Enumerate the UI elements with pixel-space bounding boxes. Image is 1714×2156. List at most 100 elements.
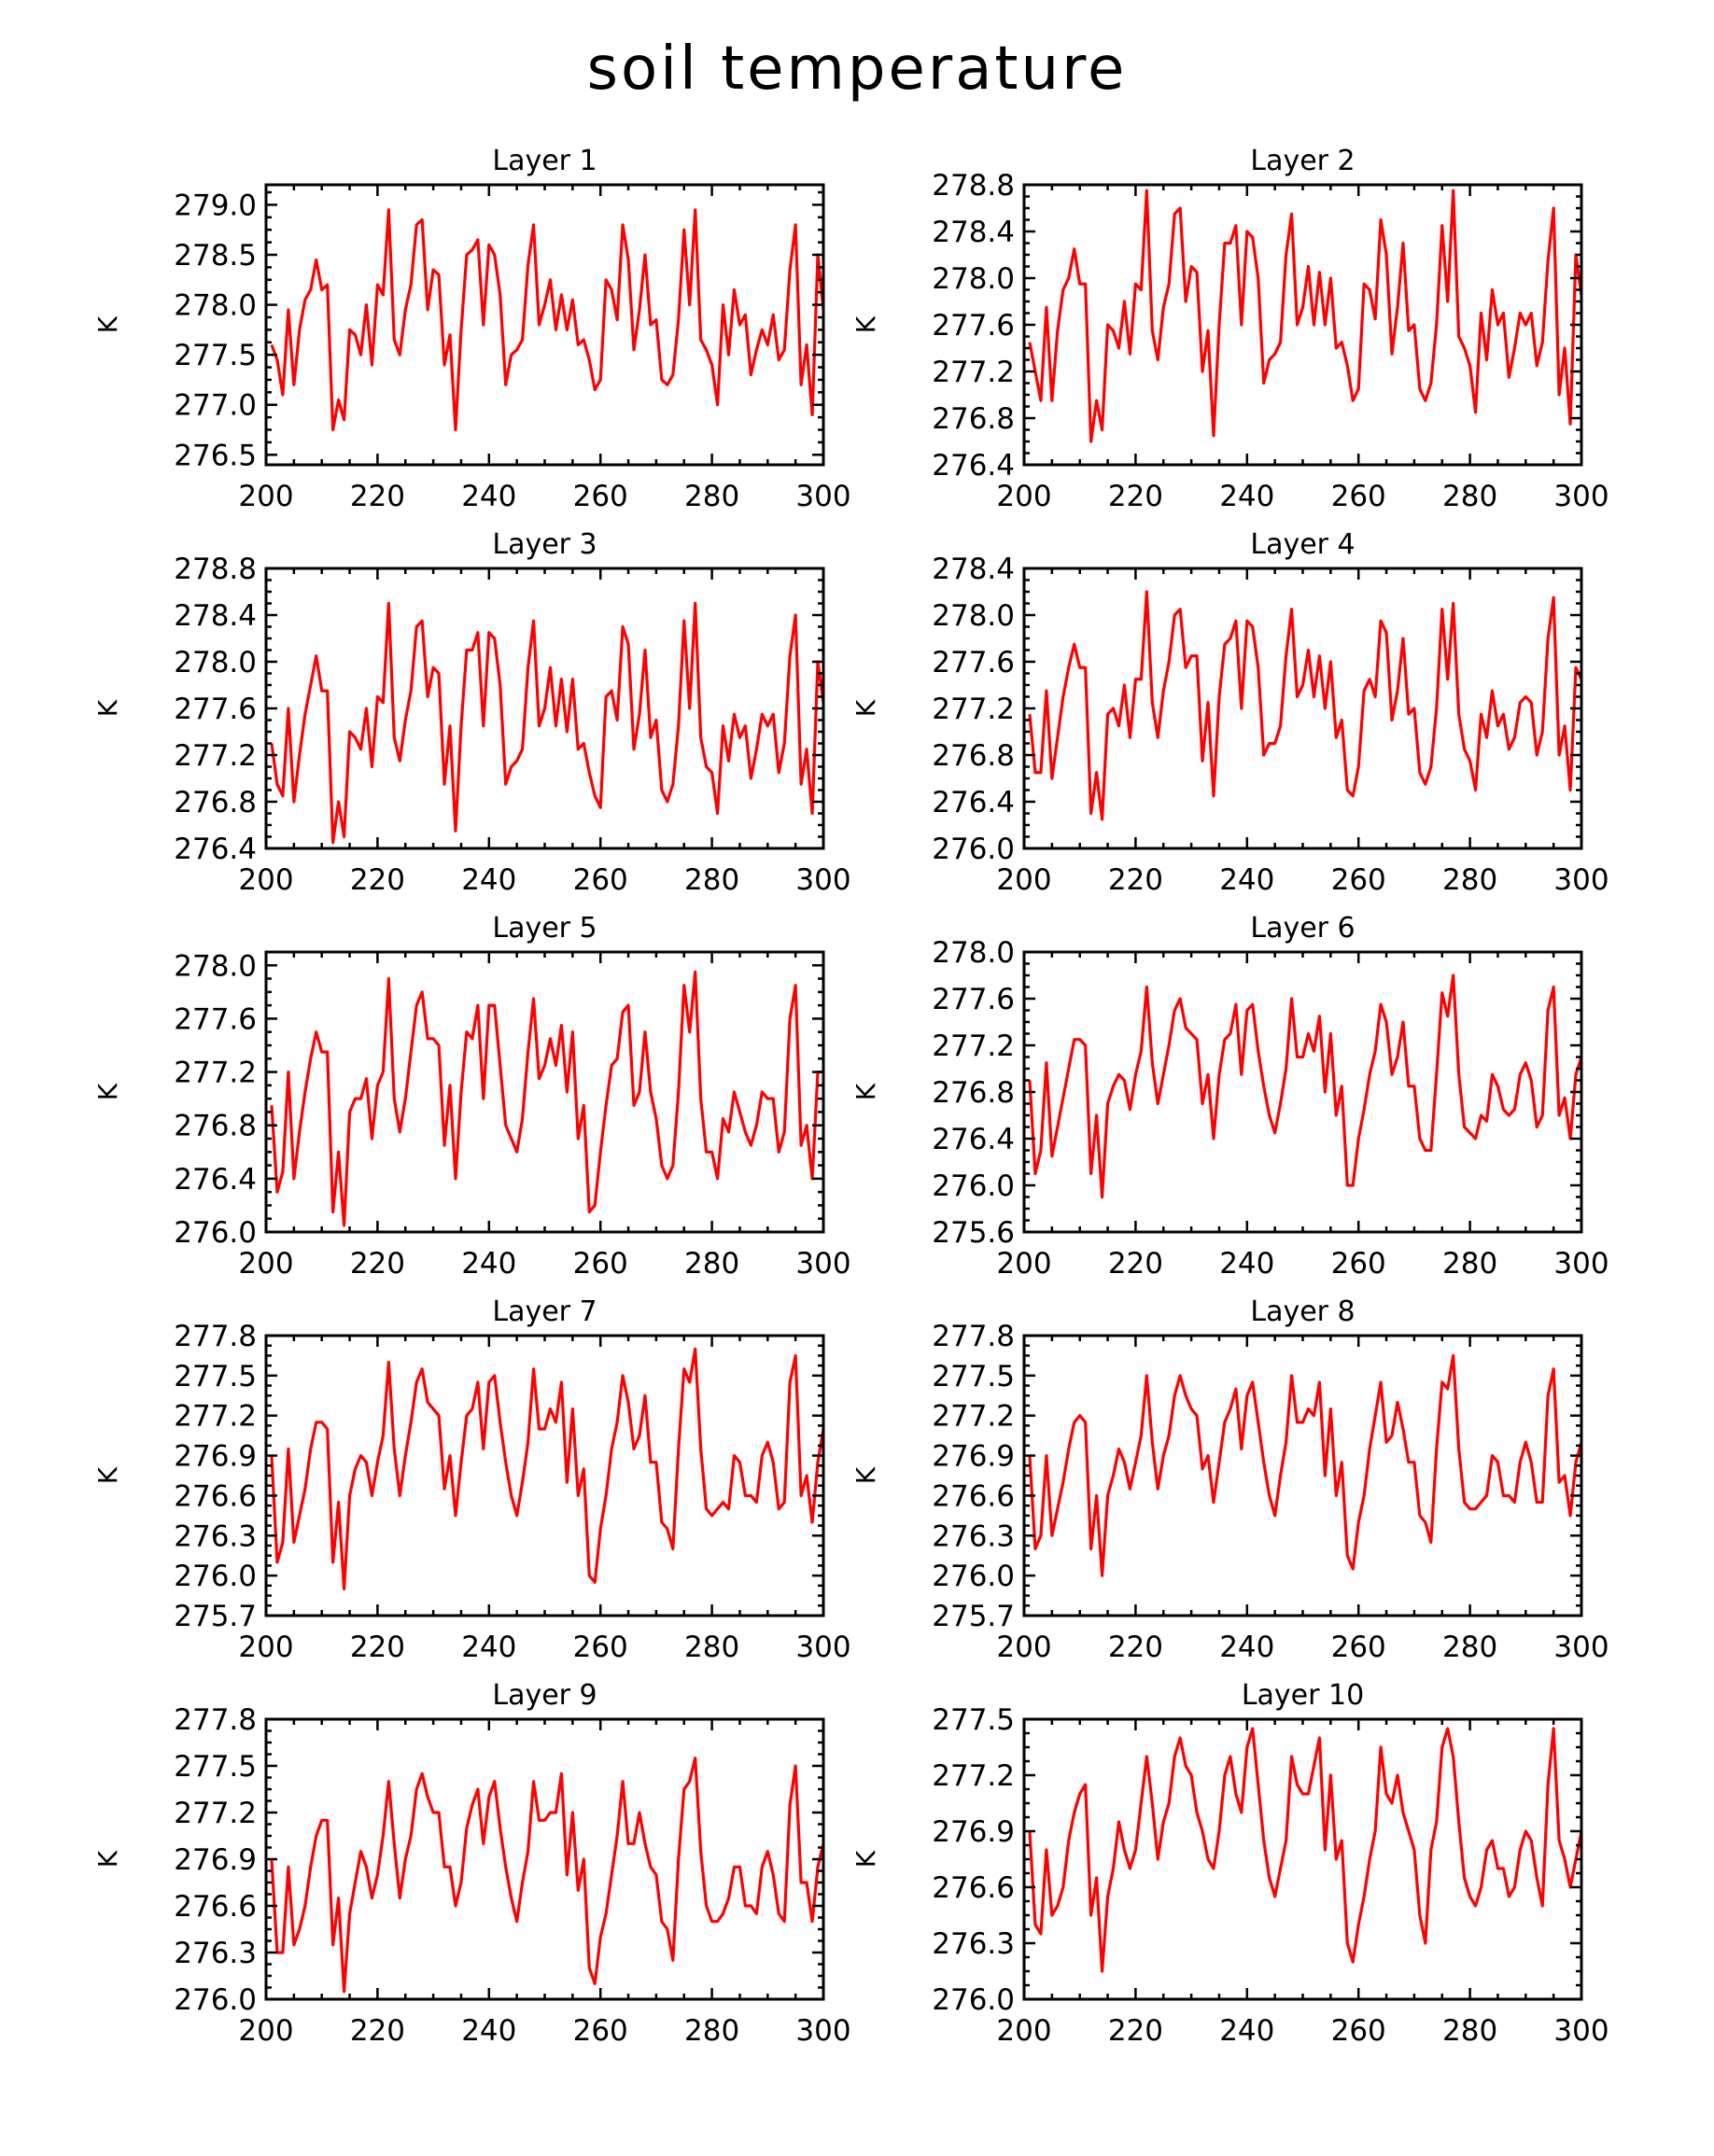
layer-7-y-tick-label: 276.0 <box>174 1560 257 1593</box>
layer-5-x-tick-label: 200 <box>238 1247 293 1281</box>
layer-3-y-tick-label: 276.4 <box>174 833 257 866</box>
layer-3-y-tick-label: 277.6 <box>174 693 257 726</box>
layer-3-x-tick-label: 280 <box>684 863 739 897</box>
layer-7-y-tick-label: 276.9 <box>174 1440 257 1474</box>
layer-4-y-tick-label: 278.0 <box>932 599 1015 633</box>
layer-5-panel: Layer 5 200 220 240 260 280 300 276.0 276.4 276.8… <box>92 912 851 1281</box>
layer-9-y-axis-label: K <box>92 1850 123 1868</box>
layer-7-x-tick-label: 240 <box>461 1631 516 1664</box>
layer-7-y-tick-label: 275.7 <box>174 1600 257 1633</box>
layer-9-x-tick-label: 200 <box>238 2014 293 2048</box>
layer-9-y-tick-label: 277.8 <box>174 1703 257 1737</box>
layer-4-y-tick-label: 277.6 <box>932 646 1015 679</box>
layer-8-series-line <box>1028 1353 1581 1577</box>
layer-10-x-tick-label: 300 <box>1553 2014 1609 2048</box>
layer-1-y-tick-label: 279.0 <box>174 189 257 222</box>
layer-7-y-tick-label: 276.3 <box>174 1519 257 1553</box>
layer-1-x-tick-label: 280 <box>684 480 739 513</box>
layer-7-y-tick-label: 277.8 <box>174 1320 257 1353</box>
layer-3-x-tick-label: 200 <box>238 863 293 897</box>
layer-5-x-tick-label: 260 <box>573 1247 628 1281</box>
layer-3-panel: Layer 3 200 220 240 260 280 300 276.4 276.8 277.2… <box>92 528 851 897</box>
layer-2-x-tick-label: 280 <box>1442 480 1497 513</box>
layer-2-x-tick-label: 200 <box>996 480 1051 513</box>
layer-10-y-axis-label: K <box>850 1850 881 1868</box>
layer-9-panel: Layer 9 200 220 240 260 280 300 276.0 276.3 276.6… <box>92 1679 851 2048</box>
layer-1-x-tick-label: 260 <box>573 480 628 513</box>
layer-6-y-axis-label: K <box>850 1083 881 1100</box>
layer-3-y-tick-label: 277.2 <box>174 739 257 773</box>
layer-6-title: Layer 6 <box>1250 912 1355 945</box>
layer-2-panel: Layer 2 200 220 240 260 280 300 276.4 276.8 277.2… <box>850 145 1609 513</box>
layer-1-series-line <box>270 208 823 432</box>
layer-6-y-tick-label: 276.4 <box>932 1123 1015 1156</box>
layer-8-y-tick-label: 276.0 <box>932 1560 1015 1593</box>
layer-8-x-tick-label: 220 <box>1108 1631 1163 1664</box>
layer-3-x-tick-label: 220 <box>350 863 405 897</box>
layer-6-y-tick-label: 276.8 <box>932 1076 1015 1110</box>
layer-7-y-tick-label: 277.5 <box>174 1360 257 1393</box>
layer-6-y-tick-label: 276.0 <box>932 1169 1015 1203</box>
layer-7-x-tick-label: 300 <box>795 1631 850 1664</box>
layer-1-y-axis-label: K <box>92 315 123 333</box>
layer-8-y-tick-label: 277.2 <box>932 1400 1015 1434</box>
layer-7-y-tick-label: 276.6 <box>174 1479 257 1513</box>
panel-grid: Layer 1 200 220 240 260 280 300 276.5 277.0 277.5… <box>92 145 1609 2048</box>
layer-6-x-tick-label: 260 <box>1331 1247 1386 1281</box>
layer-6-y-tick-label: 277.6 <box>932 983 1015 1016</box>
layer-3-x-tick-label: 300 <box>795 863 850 897</box>
layer-9-x-tick-label: 240 <box>461 2014 516 2048</box>
layer-2-x-tick-label: 260 <box>1331 480 1386 513</box>
layer-10-y-tick-label: 277.5 <box>932 1703 1015 1737</box>
layer-4-x-tick-label: 280 <box>1442 863 1497 897</box>
layer-8-y-tick-label: 276.6 <box>932 1479 1015 1513</box>
layer-4-y-tick-label: 276.4 <box>932 786 1015 819</box>
layer-4-y-tick-label: 276.8 <box>932 739 1015 773</box>
layer-10-y-tick-label: 276.0 <box>932 1983 1015 2017</box>
layer-10-x-tick-label: 200 <box>996 2014 1051 2048</box>
layer-1-y-tick-label: 277.0 <box>174 389 257 423</box>
layer-9-series-line <box>270 1757 823 1994</box>
layer-2-x-tick-label: 240 <box>1219 480 1274 513</box>
layer-9-x-tick-label: 280 <box>684 2014 739 2048</box>
layer-5-y-tick-label: 276.8 <box>174 1110 257 1143</box>
layer-8-x-tick-label: 200 <box>996 1631 1051 1664</box>
layer-1-title: Layer 1 <box>492 145 597 177</box>
layer-4-x-tick-label: 300 <box>1553 863 1609 897</box>
layer-5-y-tick-label: 277.6 <box>174 1002 257 1036</box>
layer-1-x-tick-label: 200 <box>238 480 293 513</box>
layer-9-title: Layer 9 <box>492 1679 597 1712</box>
layer-7-y-axis-label: K <box>92 1466 123 1484</box>
layer-1-x-tick-label: 220 <box>350 480 405 513</box>
layer-10-panel: Layer 10 200 220 240 260 280 300 276.0 276.3 276.… <box>850 1679 1609 2048</box>
layer-3-y-tick-label: 278.8 <box>174 553 257 586</box>
layer-1-y-tick-label: 276.5 <box>174 439 257 472</box>
layer-2-x-tick-label: 300 <box>1553 480 1609 513</box>
layer-5-y-tick-label: 277.2 <box>174 1057 257 1090</box>
layer-4-panel: Layer 4 200 220 240 260 280 300 276.0 276.4 276.8… <box>850 528 1609 897</box>
layer-2-y-tick-label: 276.8 <box>932 402 1015 436</box>
layer-8-y-tick-label: 277.8 <box>932 1320 1015 1353</box>
layer-2-y-tick-label: 277.6 <box>932 309 1015 343</box>
layer-6-x-tick-label: 280 <box>1442 1247 1497 1281</box>
layer-7-y-tick-label: 277.2 <box>174 1400 257 1434</box>
layer-8-x-tick-label: 280 <box>1442 1631 1497 1664</box>
layer-8-y-tick-label: 275.7 <box>932 1600 1015 1633</box>
layer-7-x-tick-label: 280 <box>684 1631 739 1664</box>
layer-6-y-tick-label: 278.0 <box>932 936 1015 970</box>
layer-6-panel: Layer 6 200 220 240 260 280 300 275.6 276.0 276.4… <box>850 912 1609 1281</box>
layer-5-x-tick-label: 220 <box>350 1247 405 1281</box>
layer-7-series-line <box>270 1347 823 1591</box>
layer-8-x-tick-label: 300 <box>1553 1631 1609 1664</box>
layer-2-x-tick-label: 220 <box>1108 480 1163 513</box>
layer-2-y-axis-label: K <box>850 315 881 333</box>
layer-9-y-tick-label: 277.2 <box>174 1797 257 1830</box>
layer-1-x-tick-label: 300 <box>795 480 850 513</box>
layer-9-y-tick-label: 276.0 <box>174 1983 257 2017</box>
layer-5-x-tick-label: 280 <box>684 1247 739 1281</box>
layer-2-series-line <box>1028 189 1581 443</box>
layer-1-y-tick-label: 278.5 <box>174 239 257 273</box>
layer-10-y-tick-label: 276.6 <box>932 1871 1015 1905</box>
layer-1-panel: Layer 1 200 220 240 260 280 300 276.5 277.0 277.5… <box>92 145 851 513</box>
layer-3-x-tick-label: 260 <box>573 863 628 897</box>
